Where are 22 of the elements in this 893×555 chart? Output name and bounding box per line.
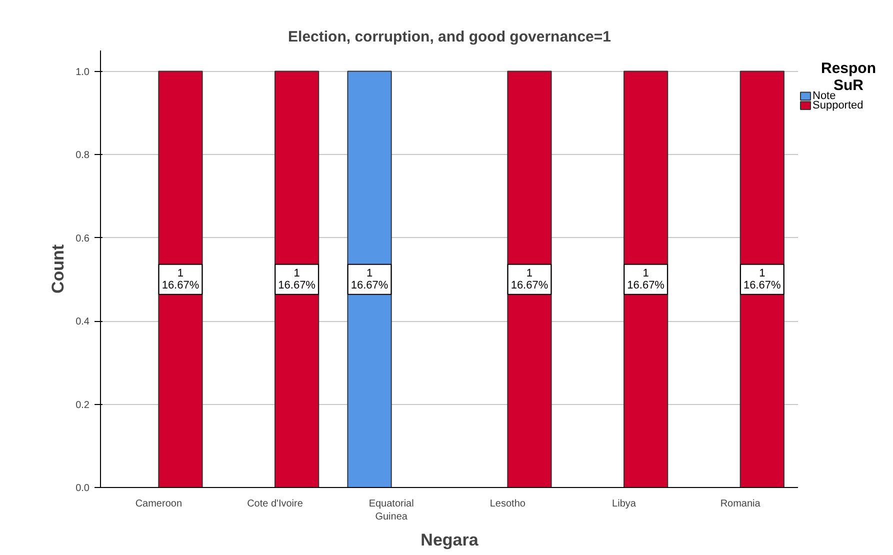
data-label: 1 16.67% <box>627 267 665 292</box>
y-tick-label: 0.0 <box>76 483 90 494</box>
x-axis-title: Negara <box>420 530 479 550</box>
data-label: 1 16.67% <box>350 267 388 292</box>
y-tick-label: 0.2 <box>76 400 90 411</box>
y-axis-title: Count <box>48 244 68 294</box>
x-tick-label: Lesotho <box>490 498 526 510</box>
y-tick-label: 0.8 <box>76 150 90 162</box>
x-tick-label: Cameroon <box>135 498 182 510</box>
x-tick-label: Libya <box>612 498 636 510</box>
y-tick-label: 1.0 <box>76 66 90 78</box>
y-tick-label: 0.4 <box>76 316 90 328</box>
y-tick-label: 0.6 <box>76 233 90 244</box>
x-tick-label: Cote d'Ivoire <box>247 498 304 510</box>
data-label: 1 16.67% <box>510 267 548 292</box>
x-tick-label: Romania <box>720 498 761 510</box>
data-label: 1 16.67% <box>278 267 316 292</box>
legend-label: Supported <box>812 100 864 112</box>
data-label: 1 16.67% <box>743 267 782 292</box>
data-label: 1 16.67% <box>162 267 200 292</box>
chart-title: Election, corruption, and good governance=1 <box>288 28 611 46</box>
x-tick-label: Equatorial Guinea <box>368 498 414 523</box>
